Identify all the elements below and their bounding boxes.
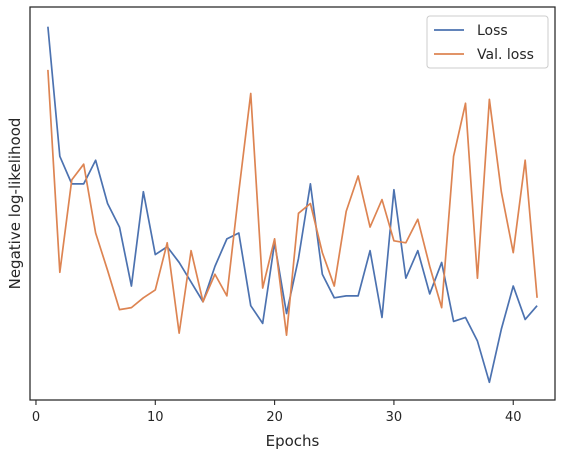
x-tick-label: 40 — [505, 410, 522, 425]
series-line-loss — [47, 26, 538, 384]
legend: Loss Val. loss — [426, 15, 549, 69]
x-tick-label: 10 — [147, 410, 164, 425]
legend-box — [426, 15, 549, 69]
x-axis-ticks: 0 10 20 30 40 — [32, 400, 522, 425]
legend-entry-loss: Loss — [477, 23, 508, 39]
legend-entry-val-loss: Val. loss — [477, 47, 534, 63]
x-tick-label: 20 — [266, 410, 283, 425]
y-axis-label: Negative log-likelihood — [6, 118, 24, 290]
x-axis-label: Epochs — [266, 432, 320, 450]
series-lines — [47, 26, 538, 384]
plot-frame — [29, 6, 556, 401]
series-line-val-loss — [47, 69, 538, 336]
x-tick-label: 30 — [386, 410, 403, 425]
x-tick-label: 0 — [32, 410, 40, 425]
